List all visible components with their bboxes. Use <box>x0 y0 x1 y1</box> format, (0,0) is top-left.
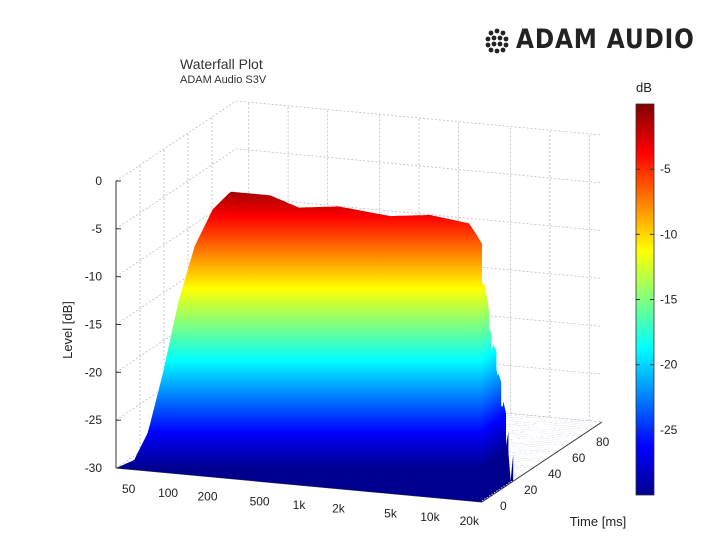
chart-subtitle: ADAM Audio S3V <box>180 74 267 86</box>
colorbar-tick-label: -10 <box>660 227 678 241</box>
grid-line <box>115 148 603 230</box>
y-tick-label: 20 <box>524 483 538 497</box>
y-tick-label: 0 <box>500 499 507 513</box>
z-tick-label: -30 <box>85 461 103 475</box>
colorbar-tick-label: -15 <box>660 293 678 307</box>
colorbar-tick-label: -5 <box>660 162 671 176</box>
grid-line <box>115 100 603 182</box>
z-tick-label: -5 <box>91 222 102 236</box>
y-tick-label: 80 <box>596 435 610 449</box>
z-axis-label: Level [dB] <box>60 301 75 359</box>
colorbar-tick-label: -20 <box>660 358 678 372</box>
z-tick-label: -25 <box>85 413 103 427</box>
x-tick-label: 20k <box>460 514 480 528</box>
colorbar: -5 -10 -15 -20 -25 <box>635 103 678 496</box>
chart-title: Waterfall Plot <box>180 56 263 72</box>
y-tick-label: 40 <box>548 467 562 481</box>
surface-plot <box>116 191 602 502</box>
y-axis-label: Time [ms] <box>570 514 627 529</box>
x-tick-label: 500 <box>250 494 270 508</box>
brand-name: ADAM AUDIO <box>516 24 695 55</box>
x-tick-label: 2k <box>332 502 346 516</box>
colorbar-tick-label: -25 <box>660 423 678 437</box>
x-tick-label: 5k <box>384 507 398 521</box>
x-tick-label: 200 <box>197 490 217 504</box>
z-tick-label: -20 <box>85 365 103 379</box>
z-tick-label: 0 <box>95 174 102 188</box>
z-tick-label: -15 <box>85 318 103 332</box>
surface-slice <box>116 191 482 502</box>
x-tick-label: 10k <box>420 510 440 524</box>
colorbar-label: dB <box>636 80 652 95</box>
x-tick-label: 100 <box>158 486 178 500</box>
z-tick-label: -10 <box>85 270 103 284</box>
y-tick-label: 60 <box>572 451 586 465</box>
dot-cluster-logo-icon <box>484 28 510 54</box>
x-tick-label: 50 <box>122 482 136 496</box>
x-tick-label: 1k <box>293 498 307 512</box>
